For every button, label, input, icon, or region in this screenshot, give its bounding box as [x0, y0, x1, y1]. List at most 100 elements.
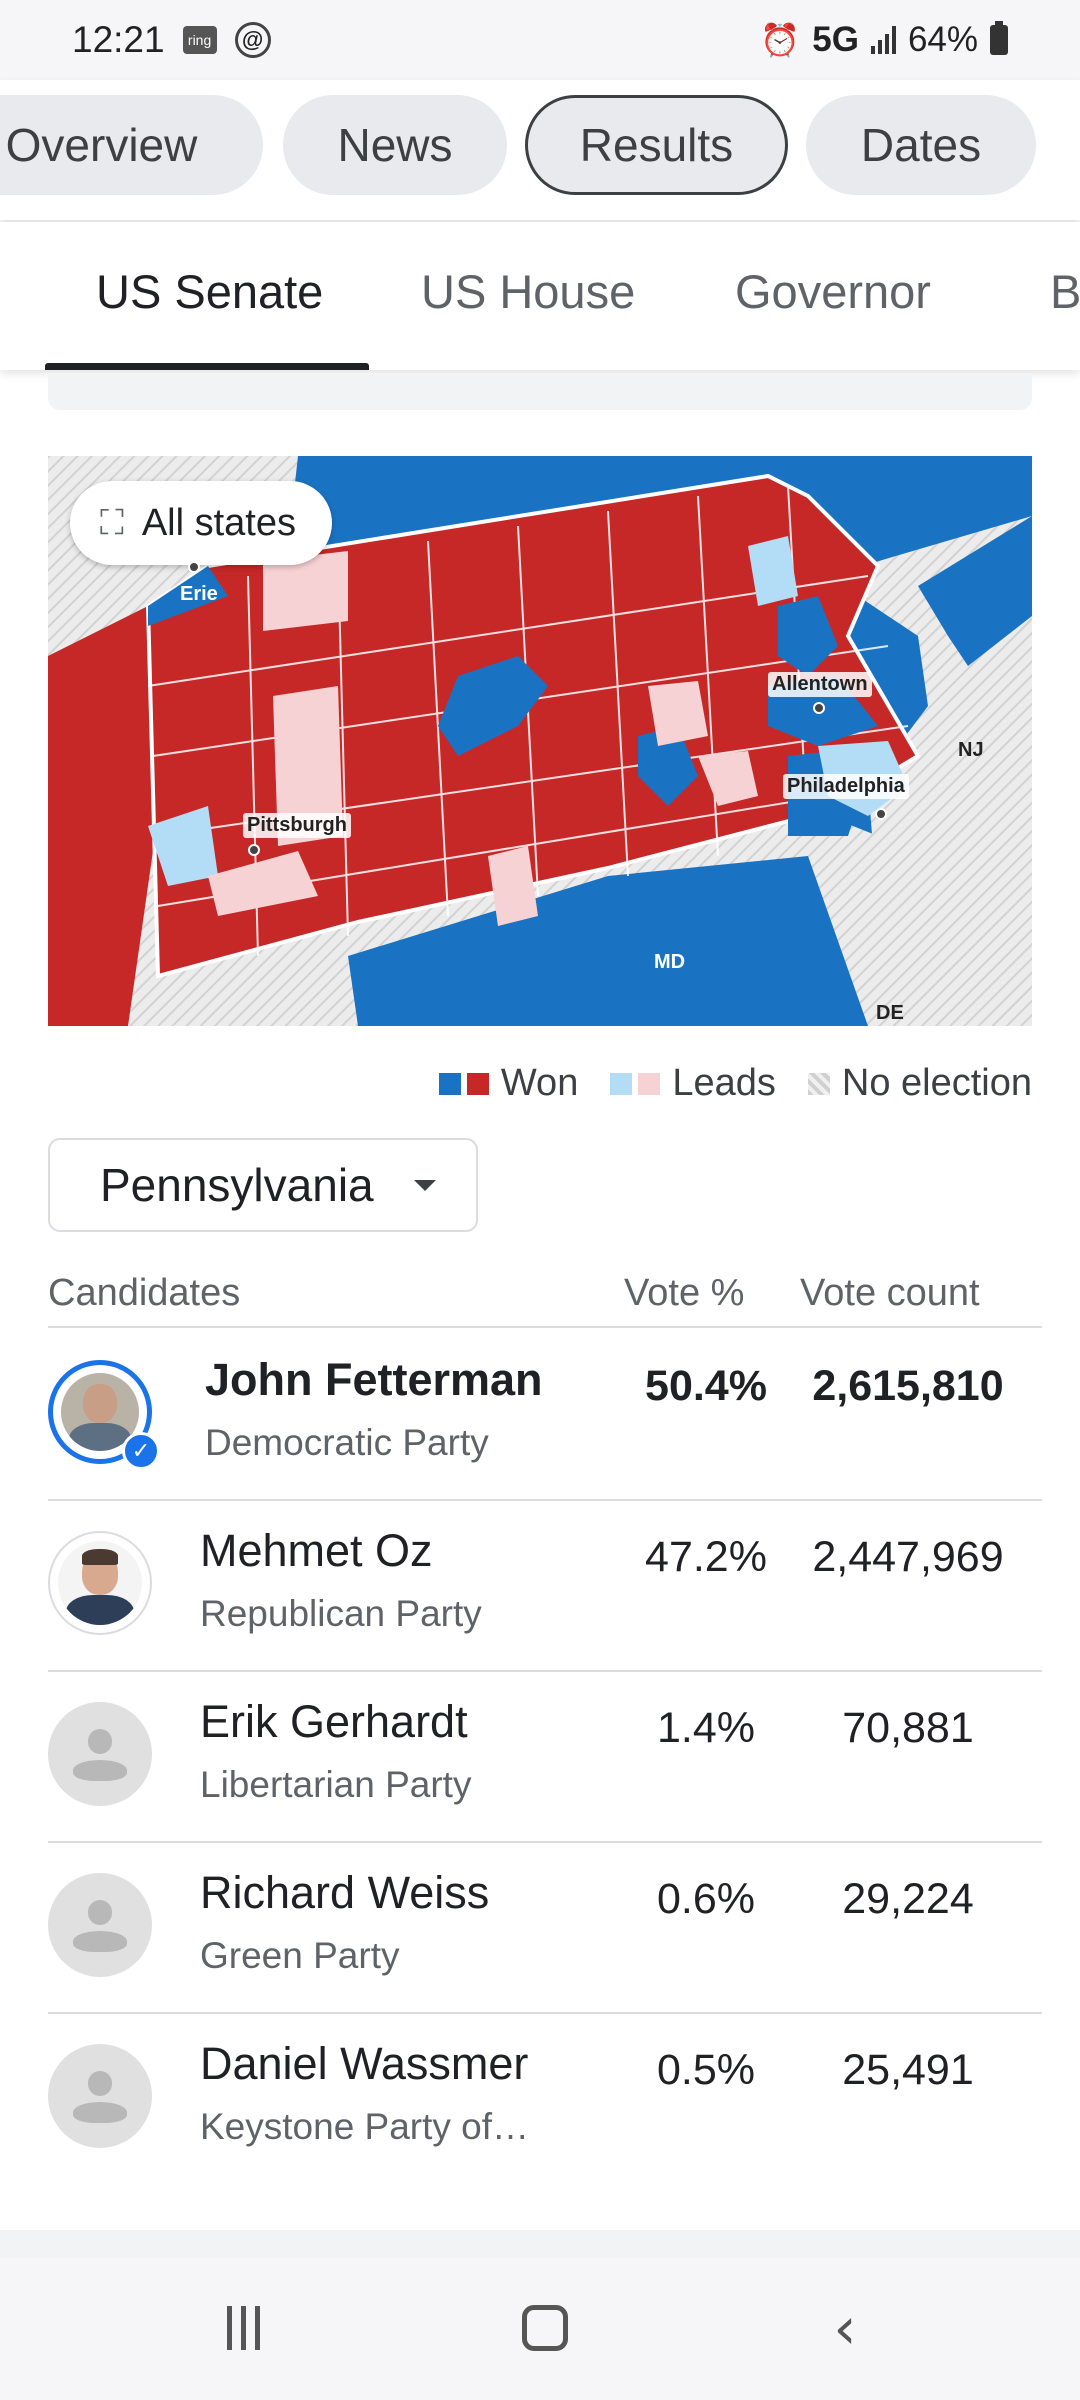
legend-no-election-label: No election — [841, 1062, 1032, 1104]
map-label-erie: Erie — [180, 583, 218, 605]
legend-won: Won — [438, 1062, 578, 1105]
state-dropdown-value: Pennsylvania — [100, 1159, 374, 1211]
map-legend: Won Leads No election — [438, 1062, 1032, 1105]
ring-app-icon: ring — [182, 26, 217, 54]
header-vote-pct: Vote % — [624, 1272, 745, 1314]
tab-ballot-partial[interactable]: B — [1050, 265, 1080, 318]
county-dauphin — [638, 726, 698, 806]
status-bar: 12:21 ring @ ⏰ 5G 64% — [0, 0, 1080, 80]
table-row[interactable]: Erik Gerhardt Libertarian Party 1.4% 70,… — [48, 1672, 1042, 1843]
vote-percent: 1.4% — [656, 1704, 755, 1752]
person-placeholder-icon — [48, 1873, 152, 1977]
tab-news[interactable]: News — [283, 95, 507, 195]
candidate-party: Republican Party — [200, 1593, 482, 1634]
county-clearfield — [273, 686, 343, 846]
placeholder-head — [87, 1729, 113, 1754]
map-label-nj: NJ — [958, 739, 984, 761]
candidate-name: John Fetterman — [205, 1354, 543, 1405]
rep-won-swatch — [466, 1072, 489, 1095]
table-row[interactable]: Mehmet Oz Republican Party 47.2% 2,447,9… — [48, 1501, 1042, 1672]
rep-leads-swatch — [638, 1072, 661, 1095]
table-row[interactable]: Daniel Wassmer Keystone Party of… 0.5% 2… — [48, 2014, 1042, 2185]
vote-percent: 47.2% — [645, 1533, 767, 1581]
pittsburgh-dot — [248, 844, 260, 856]
county-allegheny — [148, 806, 218, 886]
county-lancaster — [698, 751, 758, 806]
state-dropdown[interactable]: Pennsylvania — [48, 1138, 478, 1232]
winner-check-icon: ✓ — [122, 1432, 160, 1470]
person-placeholder-icon — [48, 2044, 152, 2148]
county-westmoreland — [208, 851, 318, 916]
map-canvas — [48, 456, 1032, 1026]
county-franklin — [488, 846, 538, 926]
alarm-icon: ⏰ — [760, 22, 801, 58]
back-chevron-icon: ‹ — [833, 2294, 857, 2362]
legend-leads-label: Leads — [672, 1062, 776, 1104]
status-right: ⏰ 5G 64% — [760, 20, 1008, 60]
vote-count: 29,224 — [842, 1875, 974, 1923]
candidate-photo — [58, 1541, 142, 1625]
dem-won-swatch — [438, 1072, 461, 1095]
dropdown-caret-icon — [414, 1180, 436, 1191]
vote-count: 2,447,969 — [812, 1533, 1004, 1581]
recents-icon — [226, 2306, 260, 2350]
county-erie — [148, 566, 228, 626]
battery-percent: 64% — [907, 20, 978, 59]
tab-dates[interactable]: Dates — [806, 95, 1036, 195]
all-states-button[interactable]: ⛶ All states — [70, 481, 332, 565]
card-top-strip — [48, 375, 1032, 410]
active-tab-indicator — [45, 363, 369, 370]
photo-body — [68, 1422, 132, 1451]
signal-icon — [870, 26, 896, 54]
allentown-dot — [813, 702, 825, 714]
vote-count: 2,615,810 — [812, 1362, 1004, 1410]
results-table-header: Candidates Vote % Vote count — [48, 1268, 1042, 1328]
photo-body — [66, 1594, 134, 1625]
candidate-party: Democratic Party — [205, 1422, 489, 1463]
tab-overview[interactable]: Overview — [0, 95, 263, 195]
tab-governor[interactable]: Governor — [735, 265, 931, 318]
tab-results[interactable]: Results — [525, 95, 788, 195]
threads-app-icon: @ — [234, 22, 271, 58]
candidate-name: Daniel Wassmer — [200, 2038, 529, 2089]
map-label-de: DE — [876, 1002, 904, 1024]
home-button[interactable] — [505, 2298, 585, 2358]
placeholder-body — [72, 1760, 128, 1782]
vote-count: 25,491 — [842, 2046, 974, 2094]
map-label-philadelphia: Philadelphia — [783, 774, 909, 799]
network-type: 5G — [812, 20, 859, 59]
all-states-label: All states — [141, 501, 296, 544]
battery-icon — [990, 21, 1008, 55]
table-row[interactable]: Richard Weiss Green Party 0.6% 29,224 — [48, 1843, 1042, 2014]
clock: 12:21 — [72, 19, 165, 60]
philadelphia-dot — [875, 808, 887, 820]
ohio-region — [48, 606, 158, 1026]
photo-head — [82, 1383, 118, 1423]
vote-percent: 0.5% — [656, 2046, 755, 2094]
recents-button[interactable] — [203, 2298, 283, 2358]
candidate-party: Green Party — [200, 1935, 400, 1976]
ny-southeast — [918, 516, 1032, 666]
vote-percent: 50.4% — [645, 1362, 767, 1410]
candidate-party: Keystone Party of… — [200, 2106, 530, 2147]
county-warren — [263, 551, 348, 631]
placeholder-body — [72, 1931, 128, 1953]
legend-no-election: No election — [807, 1062, 1032, 1105]
map-label-pittsburgh: Pittsburgh — [243, 813, 351, 838]
race-type-tabs: US Senate US House Governor B — [0, 222, 1080, 370]
vote-percent: 0.6% — [656, 1875, 755, 1923]
county-results-map[interactable]: ⛶ All states Erie Allentown Pittsburgh P… — [48, 456, 1032, 1026]
candidate-name: Erik Gerhardt — [200, 1696, 468, 1747]
tab-us-senate[interactable]: US Senate — [96, 265, 324, 318]
candidate-name: Mehmet Oz — [200, 1525, 433, 1576]
header-vote-count: Vote count — [800, 1272, 980, 1314]
back-button[interactable]: ‹ — [805, 2294, 885, 2362]
county-lackawanna — [778, 596, 838, 676]
placeholder-body — [72, 2102, 128, 2124]
legend-leads: Leads — [610, 1062, 776, 1105]
candidate-avatar — [48, 1531, 152, 1635]
tab-us-house[interactable]: US House — [421, 265, 636, 318]
home-icon — [522, 2305, 568, 2351]
table-row[interactable]: ✓ John Fetterman Democratic Party 50.4% … — [48, 1330, 1042, 1501]
placeholder-head — [87, 1900, 113, 1925]
